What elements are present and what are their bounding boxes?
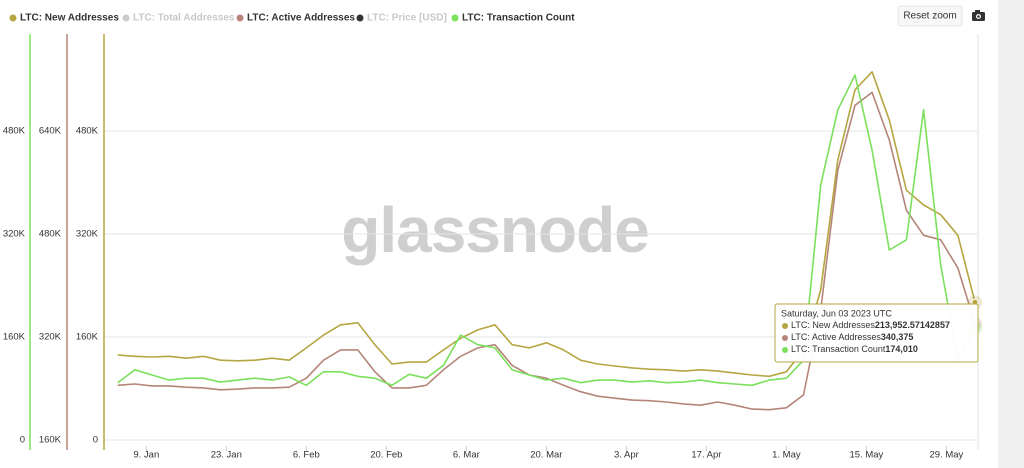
legend-label[interactable]: LTC: New Addresses — [20, 13, 119, 24]
tooltip-title: Saturday, Jun 03 2023 UTC — [781, 308, 892, 318]
legend-label[interactable]: LTC: Price [USD] — [367, 13, 447, 24]
tooltip-dot — [782, 335, 788, 341]
legend: LTC: New Addresses LTC: Total Addresses … — [9, 13, 575, 24]
y-tick-label: 480K — [76, 126, 99, 137]
y3-tick-label: 480K — [3, 126, 26, 137]
legend-label[interactable]: LTC: Active Addresses — [247, 13, 355, 24]
y3-tick-label: 320K — [3, 229, 26, 240]
tooltip-line: LTC: Active Addresses340,375 — [791, 332, 913, 342]
x-tick-label: 6. Mar — [453, 450, 480, 461]
watermark: glassnode — [341, 194, 649, 266]
legend-dot[interactable] — [356, 14, 364, 22]
tooltip-line: LTC: New Addresses213,952.57142857 — [791, 320, 950, 330]
legend-label[interactable]: LTC: Transaction Count — [462, 13, 575, 24]
tooltip-series: LTC: Active Addresses — [791, 332, 881, 342]
tooltip-series: LTC: New Addresses — [791, 320, 875, 330]
x-tick-label: 1. May — [772, 450, 801, 461]
tooltip-value: 340,375 — [881, 332, 914, 342]
x-tick-label: 6. Feb — [293, 450, 320, 461]
y2-tick-label: 320K — [39, 332, 62, 343]
plot-area: 0 160K 320K 480K 160K 320K 480K 640K 0 160K 320K 48… — [3, 71, 982, 461]
tooltip-series: LTC: Transaction Count — [791, 344, 886, 354]
y2-tick-label: 640K — [39, 126, 62, 137]
side-panel — [998, 0, 1024, 468]
y3-tick-label: 0 — [20, 435, 25, 446]
y-tick-label: 160K — [76, 332, 99, 343]
legend-dot[interactable] — [451, 14, 459, 22]
x-tick-label: 17. Apr — [691, 450, 721, 461]
legend-label[interactable]: LTC: Total Addresses — [133, 13, 235, 24]
x-tick-label: 29. May — [930, 450, 964, 461]
tooltip-value: 174,010 — [885, 344, 918, 354]
series-line — [117, 74, 976, 387]
y3-tick-label: 160K — [3, 332, 26, 343]
x-tick-label: 23. Jan — [211, 450, 242, 461]
legend-dot[interactable] — [122, 14, 130, 22]
y-tick-label: 320K — [76, 229, 99, 240]
x-tick-label: 20. Mar — [530, 450, 562, 461]
series-line — [117, 71, 976, 378]
x-tick-label: 9. Jan — [133, 450, 159, 461]
camera-icon[interactable] — [972, 10, 985, 21]
x-tick-label: 20. Feb — [370, 450, 402, 461]
tooltip-line: LTC: Transaction Count174,010 — [791, 344, 918, 354]
x-tick-label: 3. Apr — [614, 450, 639, 461]
tooltip-dot — [782, 347, 788, 353]
y-tick-label: 0 — [93, 435, 98, 446]
tooltip-box — [774, 303, 979, 363]
reset-zoom-button[interactable] — [897, 5, 963, 27]
series-line — [117, 91, 976, 411]
legend-dot[interactable] — [236, 14, 244, 22]
tooltip: Saturday, Jun 03 2023 UTC LTC: New Addre… — [774, 303, 979, 363]
y2-tick-label: 160K — [39, 435, 62, 446]
tooltip-dot — [782, 323, 788, 329]
y2-tick-label: 480K — [39, 229, 62, 240]
x-tick-label: 15. May — [850, 450, 884, 461]
tooltip-value: 213,952.57142857 — [875, 320, 950, 330]
legend-dot[interactable] — [9, 14, 17, 22]
reset-zoom-label[interactable]: Reset zoom — [903, 11, 956, 22]
